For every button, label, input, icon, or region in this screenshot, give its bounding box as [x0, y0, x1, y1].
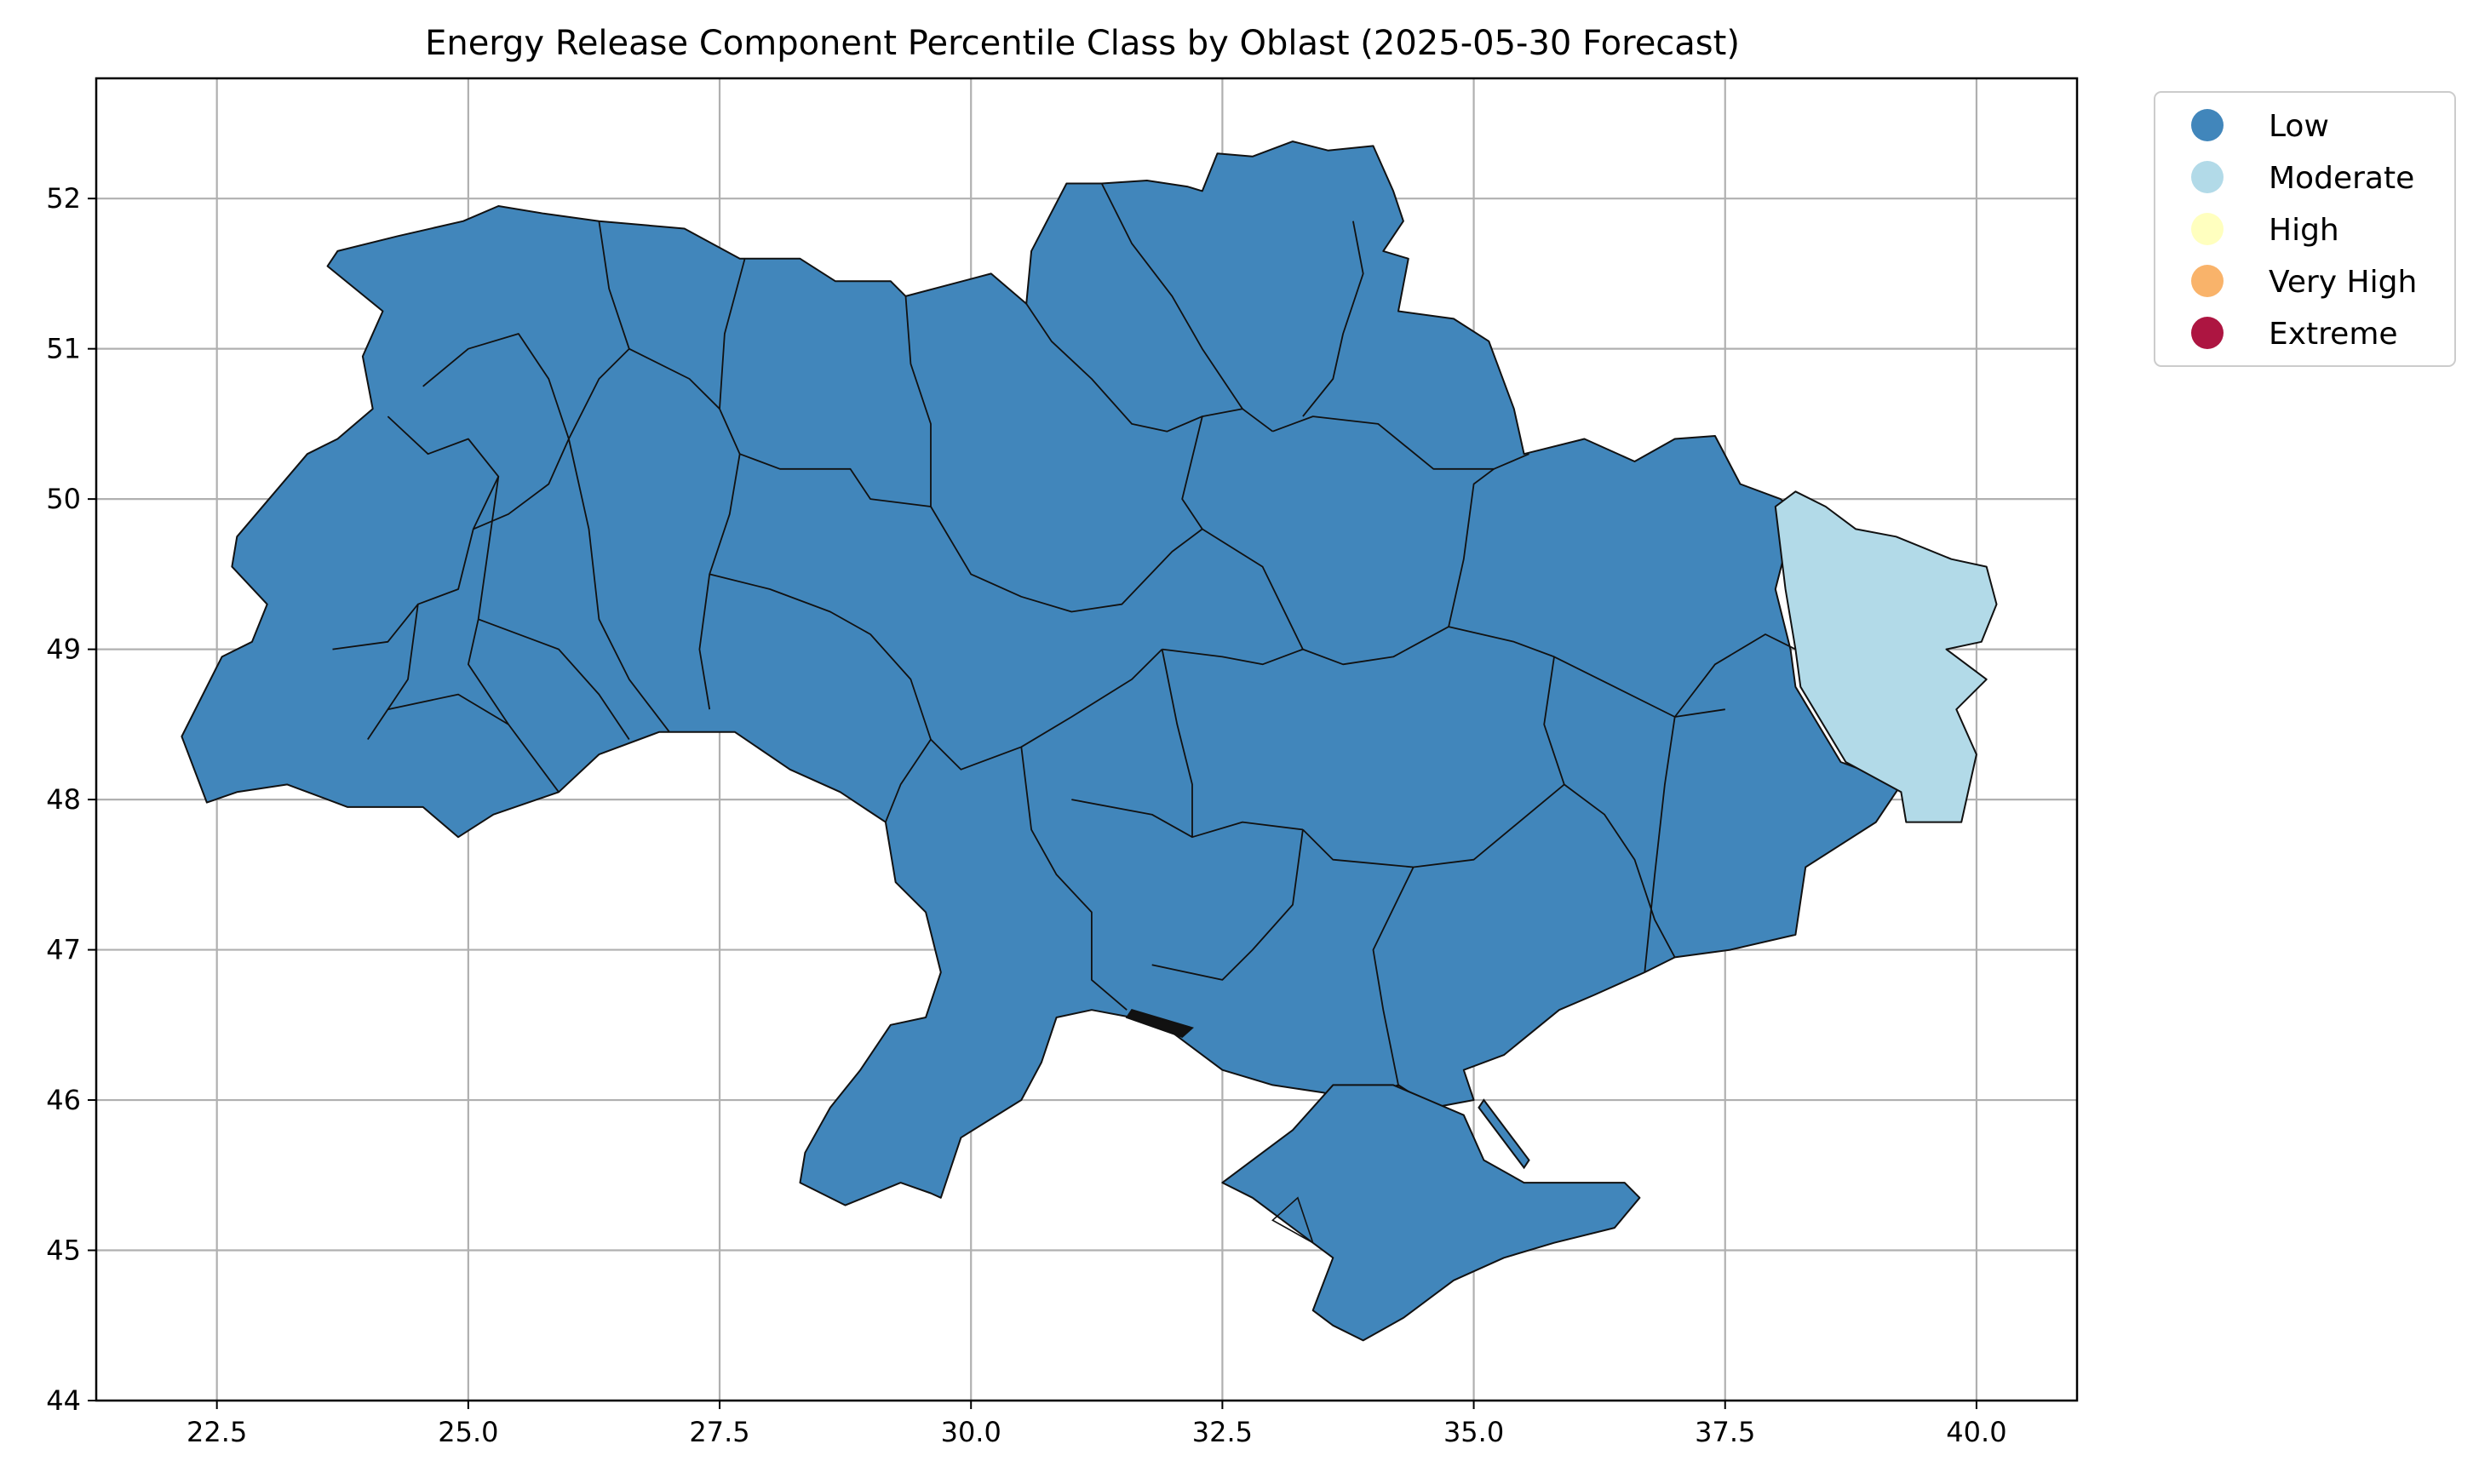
- oblast-border: [1100, 183, 1243, 410]
- region-crimea-low: [1221, 1084, 1641, 1342]
- legend-marker-very-high: [2191, 265, 2224, 297]
- legend-marker-moderate: [2191, 161, 2224, 193]
- y-tick-label: 51: [46, 333, 81, 365]
- oblast-border: [628, 347, 741, 710]
- x-tick-label: 27.5: [689, 1416, 749, 1448]
- y-tick-label: 45: [46, 1235, 81, 1267]
- y-tick-label: 48: [46, 783, 81, 816]
- y-axis: 44 45 46 47 48 49 50 51 52: [46, 182, 96, 1417]
- y-tick-label: 49: [46, 633, 81, 666]
- x-tick-label: 25.0: [438, 1416, 498, 1448]
- oblast-border: [1673, 633, 1796, 718]
- oblast-border: [1161, 649, 1193, 838]
- oblast-border: [1372, 867, 1415, 1086]
- map-regions: [181, 140, 1998, 1342]
- x-tick-label: 22.5: [186, 1416, 247, 1448]
- oblast-border: [1025, 303, 1273, 433]
- axes-frame: [95, 77, 2079, 1402]
- legend: Low Moderate High Very High Extreme: [2154, 91, 2456, 367]
- y-tick-label: 47: [46, 934, 81, 966]
- region-luhansk-moderate: [1774, 490, 1998, 823]
- legend-box: [2154, 91, 2456, 367]
- oblast-border: [739, 453, 932, 507]
- legend-label: Extreme: [2269, 317, 2398, 352]
- oblast-border: [387, 693, 509, 725]
- y-tick-label: 46: [46, 1084, 81, 1116]
- oblast-border: [1181, 415, 1203, 530]
- oblast-border: [719, 258, 746, 410]
- oblast-border: [904, 295, 932, 507]
- legend-marker-high: [2191, 213, 2224, 245]
- chart-title: Energy Release Component Percentile Clas…: [425, 24, 1740, 63]
- legend-label: Moderate: [2269, 161, 2414, 196]
- oblast-border: [930, 648, 1163, 771]
- oblast-border: [1302, 626, 1725, 718]
- legend-marker-extreme: [2191, 317, 2224, 349]
- oblast-border: [422, 333, 570, 439]
- oblast-border: [1302, 221, 1364, 417]
- oblast-border: [1448, 468, 1495, 627]
- y-tick-label: 50: [46, 483, 81, 515]
- oblast-border: [1162, 528, 1304, 666]
- oblast-border: [1644, 716, 1676, 973]
- oblast-border: [930, 506, 1203, 613]
- x-tick-label: 32.5: [1192, 1416, 1253, 1448]
- x-tick-label: 37.5: [1695, 1416, 1755, 1448]
- region-mainland-low: [181, 140, 1902, 1206]
- legend-label: High: [2269, 213, 2339, 248]
- legend-label: Very High: [2269, 265, 2417, 300]
- region-arabat-spit: [1478, 1098, 1530, 1170]
- oblast-border: [473, 221, 630, 530]
- oblast-border: [332, 603, 419, 741]
- oblast-border: [1151, 829, 1304, 981]
- region-kinburn-spit: [1125, 1009, 1194, 1039]
- x-tick-label: 40.0: [1946, 1416, 2006, 1448]
- oblast-border: [709, 573, 932, 822]
- oblast-border: [1272, 415, 1529, 470]
- oblast-border: [568, 438, 670, 733]
- y-tick-label: 44: [46, 1384, 81, 1417]
- x-tick-label: 30.0: [941, 1416, 1001, 1448]
- legend-label: Low: [2269, 109, 2329, 144]
- oblast-border: [1020, 747, 1128, 1011]
- oblast-border: [468, 476, 559, 793]
- oblast-border: [1271, 1196, 1315, 1245]
- legend-marker-low: [2191, 109, 2224, 141]
- oblast-border: [478, 618, 630, 741]
- y-tick-label: 52: [46, 182, 81, 215]
- x-tick-label: 35.0: [1443, 1416, 1504, 1448]
- x-axis: 22.5 25.0 27.5 30.0 32.5 35.0 37.5 40.0: [186, 1401, 2007, 1448]
- oblast-border: [1543, 656, 1676, 958]
